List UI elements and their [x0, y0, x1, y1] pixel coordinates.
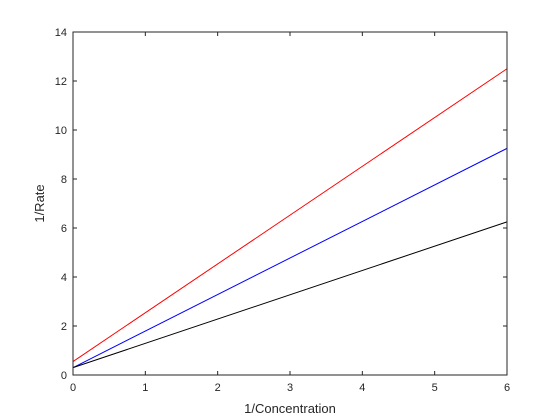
x-tick-label: 4 [359, 382, 365, 394]
series-line-1 [72, 68, 508, 362]
y-tick-label: 8 [61, 174, 67, 186]
y-tick-label: 14 [55, 27, 67, 39]
x-tick-label: 6 [504, 382, 510, 394]
x-tick-label: 0 [70, 382, 76, 394]
x-tick-label: 5 [432, 382, 438, 394]
y-tick-label: 2 [61, 321, 67, 333]
y-tick-label: 0 [61, 370, 67, 382]
y-axis-label: 1/Rate [32, 184, 47, 222]
x-tick-label: 2 [215, 382, 221, 394]
y-tick-label: 4 [61, 272, 67, 284]
x-tick-label: 3 [287, 382, 293, 394]
series-line-2 [72, 147, 508, 369]
series-line-3 [72, 221, 508, 369]
series-layer [72, 68, 508, 369]
y-tick-label: 12 [55, 76, 67, 88]
y-tick-label: 10 [55, 125, 67, 137]
y-tick-label: 6 [61, 223, 67, 235]
x-axis-label: 1/Concentration [244, 401, 336, 416]
x-tick-label: 1 [142, 382, 148, 394]
